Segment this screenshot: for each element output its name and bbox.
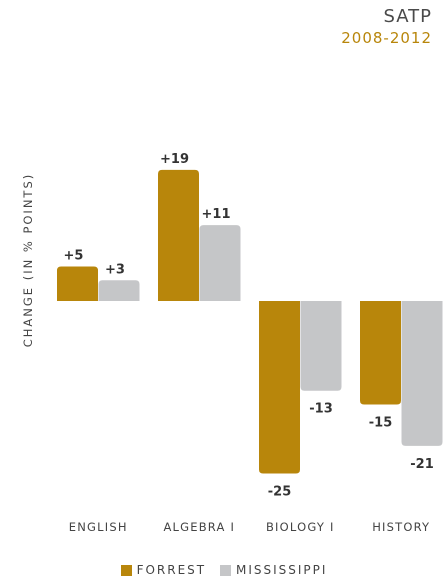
legend: FORREST MISSISSIPPI — [0, 563, 448, 579]
legend-swatch-mississippi — [219, 564, 231, 576]
legend-item-forrest: FORREST — [120, 563, 207, 577]
x-tick-algebra-i: ALGEBRA I — [163, 520, 235, 534]
bar-chart: +5 +3 ENGLISH +19 +11 ALGEBRA I -25 -13 BIOLOGY … — [57, 152, 443, 534]
data-label-forrest-biology-i: -25 — [268, 485, 292, 500]
data-label-forrest-english: +5 — [64, 249, 84, 264]
data-label-forrest-algebra-i: +19 — [160, 152, 189, 167]
legend-label-mississippi: MISSISSIPPI — [235, 563, 328, 577]
legend-label-forrest: FORREST — [136, 563, 207, 577]
bar-mississippi-biology-i — [300, 301, 342, 391]
data-label-mississippi-english: +3 — [105, 262, 125, 277]
x-tick-biology-i: BIOLOGY I — [266, 520, 335, 534]
data-label-forrest-history: -15 — [369, 416, 393, 431]
bar-forrest-biology-i — [259, 301, 300, 474]
chart-subtitle: 2008-2012 — [341, 29, 432, 47]
bar-mississippi-algebra-i — [199, 225, 241, 301]
bar-forrest-algebra-i — [158, 169, 199, 301]
chart-title: SATP — [383, 6, 432, 27]
data-label-mississippi-history: -21 — [410, 457, 434, 472]
bar-mississippi-english — [98, 280, 140, 301]
bar-forrest-english — [57, 266, 98, 301]
legend-swatch-forrest — [120, 564, 132, 576]
bar-forrest-history — [360, 301, 401, 405]
legend-item-mississippi: MISSISSIPPI — [219, 563, 328, 577]
x-tick-english: ENGLISH — [69, 520, 128, 534]
data-label-mississippi-algebra-i: +11 — [202, 207, 231, 222]
x-tick-history: HISTORY — [372, 520, 430, 534]
data-label-mississippi-biology-i: -13 — [309, 402, 333, 417]
bar-mississippi-history — [401, 301, 443, 446]
